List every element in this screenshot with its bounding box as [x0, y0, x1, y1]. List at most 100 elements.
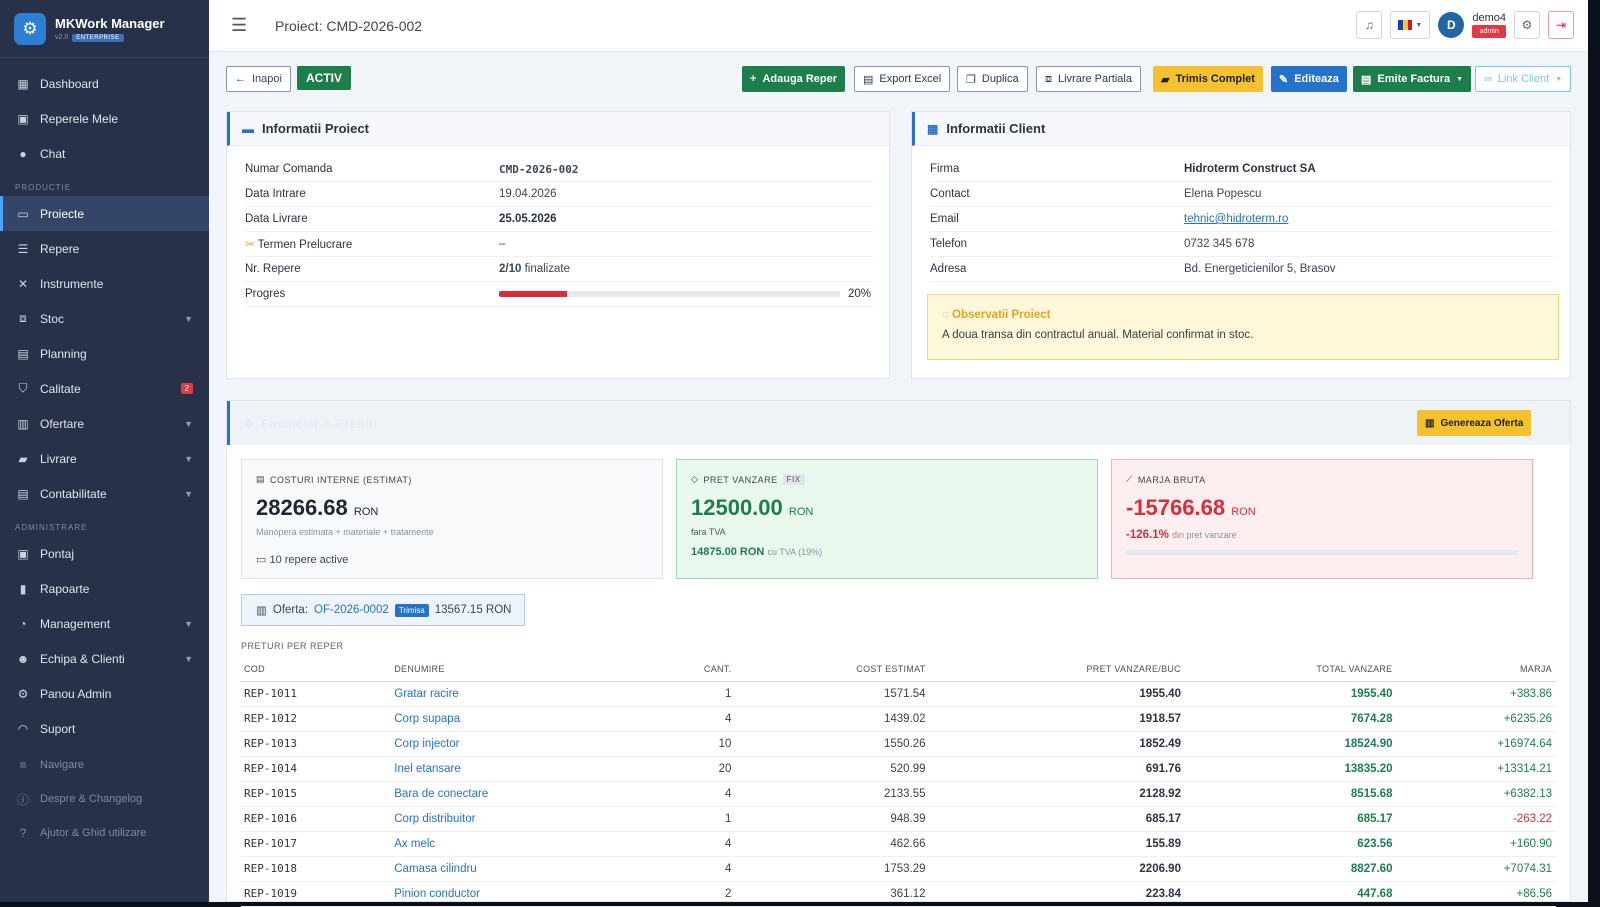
sidebar-item-panou-admin[interactable]: ⚙ Panou Admin [0, 676, 209, 711]
sidebar-item-ofertare[interactable]: ▥ Ofertare ▼ [0, 406, 209, 441]
add-reper-button[interactable]: + Adauga Reper [742, 66, 846, 92]
cell-marja: +6382.13 [1392, 781, 1556, 807]
link-icon: ∞ [1484, 73, 1492, 85]
table-row[interactable]: REP-1016 Corp distribuitor 1 948.39 685.17 68… [241, 806, 1556, 832]
cell-denumire[interactable]: Gratar racire [394, 681, 620, 707]
margin-bar [1126, 550, 1518, 555]
info-key: Progres [245, 288, 286, 300]
sidebar-item-ajutor[interactable]: ? Ajutor & Ghid utilizare [0, 816, 209, 850]
settings-gear-icon[interactable]: ⚙ [1514, 11, 1540, 39]
app-version: v2.0 [55, 34, 69, 41]
margin-label: MARJA BRUTA [1137, 474, 1206, 485]
sidebar-item-planning[interactable]: ▤ Planning [0, 336, 209, 371]
table-row[interactable]: REP-1017 Ax melc 4 462.66 155.89 623.56 +160.9… [241, 831, 1556, 857]
user-menu[interactable]: demo4 admin [1472, 12, 1506, 38]
col-cant[interactable]: CANT. [619, 657, 732, 682]
export-excel-button[interactable]: ▤ Export Excel [854, 66, 951, 92]
table-row[interactable]: REP-1015 Bara de conectare 4 2133.55 2128.92… [241, 781, 1556, 807]
col-denumire[interactable]: DENUMIRE [394, 657, 620, 682]
sidebar-item-pontaj[interactable]: ▣ Pontaj [0, 536, 209, 571]
cell-denumire[interactable]: Camasa cilindru [394, 856, 620, 882]
cell-pret: 2206.90 [925, 856, 1181, 882]
sidebar-item-instrumente[interactable]: ✕ Instrumente [0, 266, 209, 301]
cell-pret: 1852.49 [925, 731, 1181, 757]
prices-table-title: PRETURI PER REPER [241, 641, 344, 651]
cell-denumire[interactable]: Corp distribuitor [394, 806, 620, 832]
cell-denumire[interactable]: Ax melc [394, 831, 620, 857]
sidebar-item-contabilitate[interactable]: ▤ Contabilitate ▼ [0, 476, 209, 511]
margin-stat: ⟋ MARJA BRUTA -15766.68 RON -126.1% din p… [1111, 459, 1533, 579]
cell-cost: 1571.54 [731, 681, 926, 707]
sidebar-item-suport[interactable]: ◠ Suport [0, 711, 209, 746]
cell-denumire[interactable]: Bara de conectare [394, 781, 620, 807]
progress-fill [499, 291, 568, 297]
table-row[interactable]: REP-1011 Gratar racire 1 1571.54 1955.40 1955… [241, 681, 1556, 707]
brand[interactable]: ⚙ MKWork Manager v2.0 ENTERPRISE [0, 0, 209, 58]
sidebar-item-repere[interactable]: ☰ Repere [0, 231, 209, 266]
sidebar-item-chat[interactable]: ● Chat [0, 136, 209, 171]
cell-cant: 4 [619, 831, 732, 857]
sale-label: PRET VANZARE [703, 474, 778, 485]
menu-icon[interactable]: ☰ [231, 15, 248, 35]
scrollbar[interactable] [1588, 0, 1600, 902]
table-row[interactable]: REP-1018 Camasa cilindru 4 1753.29 2206.90 88… [241, 856, 1556, 882]
duplica-button[interactable]: ❐ Duplica [957, 66, 1028, 92]
cell-cod: REP-1019 [241, 881, 395, 907]
trimis-complet-button[interactable]: ▰ Trimis Complet [1153, 66, 1263, 92]
table-row[interactable]: REP-1014 Inel etansare 20 520.99 691.76 13835… [241, 756, 1556, 782]
back-button[interactable]: ← Inapoi [226, 66, 291, 92]
col-marja[interactable]: MARJA [1392, 657, 1556, 682]
info-row: Email tehnic@hidroterm.ro [930, 207, 1554, 232]
app-name: MKWork Manager [55, 15, 165, 31]
table-row[interactable]: REP-1012 Corp supapa 4 1439.02 1918.57 7674.2… [241, 706, 1556, 732]
cell-denumire[interactable]: Corp injector [394, 731, 620, 757]
generate-offer-label: Genereaza Oferta [1440, 417, 1524, 429]
sidebar-item-despre[interactable]: ⓘ Despre & Changelog [0, 782, 209, 816]
link-client-button[interactable]: ∞ Link Client ▼ [1475, 66, 1572, 92]
livrare-partiala-button[interactable]: ⧈ Livrare Partiala [1036, 66, 1141, 92]
link-client-label: Link Client [1497, 73, 1550, 85]
emite-factura-button[interactable]: ▤ Emite Factura ▼ [1353, 66, 1472, 92]
cell-total: 1955.40 [1180, 681, 1393, 707]
margin-currency: RON [1231, 506, 1256, 518]
sidebar-item-calitate[interactable]: ⛉ Calitate 2 [0, 371, 209, 406]
financial-title: Financiar & Preturi [261, 415, 378, 431]
bell-icon[interactable]: ♫ [1356, 11, 1383, 39]
page-title: Proiect: CMD-2026-002 [275, 17, 423, 34]
costs-label: COSTURI INTERNE (ESTIMAT) [270, 474, 412, 485]
col-total[interactable]: TOTAL VANZARE [1180, 657, 1393, 682]
tools-icon: ✕ [17, 276, 29, 291]
cell-denumire[interactable]: Corp supapa [394, 706, 620, 732]
col-cod[interactable]: COD [241, 657, 395, 682]
cell-denumire[interactable]: Pinion conductor [394, 881, 620, 907]
document-icon: ▥ [1425, 417, 1435, 429]
card-title: Informatii Proiect [262, 121, 369, 136]
sidebar-item-reperele-mele[interactable]: ▣ Reperele Mele [0, 101, 209, 136]
sidebar-item-proiecte[interactable]: ▭ Proiecte [0, 196, 209, 231]
table-row[interactable]: REP-1019 Pinion conductor 2 361.12 223.84 447… [241, 881, 1556, 907]
cell-denumire[interactable]: Inel etansare [394, 756, 620, 782]
sidebar-item-rapoarte[interactable]: ▮ Rapoarte [0, 571, 209, 606]
sidebar-item-livrare[interactable]: ▰ Livrare ▼ [0, 441, 209, 476]
sidebar-item-management[interactable]: ◔ Management ▼ [0, 606, 209, 641]
sale-sub: fara TVA [691, 527, 726, 537]
cell-pret: 691.76 [925, 756, 1181, 782]
client-email-link[interactable]: tehnic@hidroterm.ro [1184, 213, 1289, 225]
avatar[interactable]: D [1438, 12, 1465, 38]
offer-link[interactable]: OF-2026-0002 [314, 604, 389, 616]
fix-badge: FIX [782, 474, 805, 485]
sidebar-item-dashboard[interactable]: ▦ Dashboard [0, 66, 209, 101]
col-cost[interactable]: COST ESTIMAT [731, 657, 926, 682]
generate-offer-button[interactable]: ▥ Genereaza Oferta [1417, 410, 1532, 436]
sidebar-item-stoc[interactable]: ⧈ Stoc ▼ [0, 301, 209, 336]
editeaza-button[interactable]: ✎ Editeaza [1271, 66, 1347, 92]
info-row: Numar Comanda CMD-2026-002 [245, 157, 873, 182]
sidebar-item-navigare[interactable]: ≡ Navigare [0, 748, 209, 782]
col-pret[interactable]: PRET VANZARE/BUC [925, 657, 1181, 682]
chevron-down-icon: ▼ [1415, 21, 1423, 29]
cell-total: 13835.20 [1180, 756, 1393, 782]
sidebar-item-echipa-clienti[interactable]: ☻ Echipa & Clienti ▼ [0, 641, 209, 676]
table-row[interactable]: REP-1013 Corp injector 10 1550.26 1852.49 185… [241, 731, 1556, 757]
logout-icon[interactable]: ⇥ [1548, 11, 1574, 39]
language-selector[interactable]: ▼ [1390, 11, 1431, 39]
